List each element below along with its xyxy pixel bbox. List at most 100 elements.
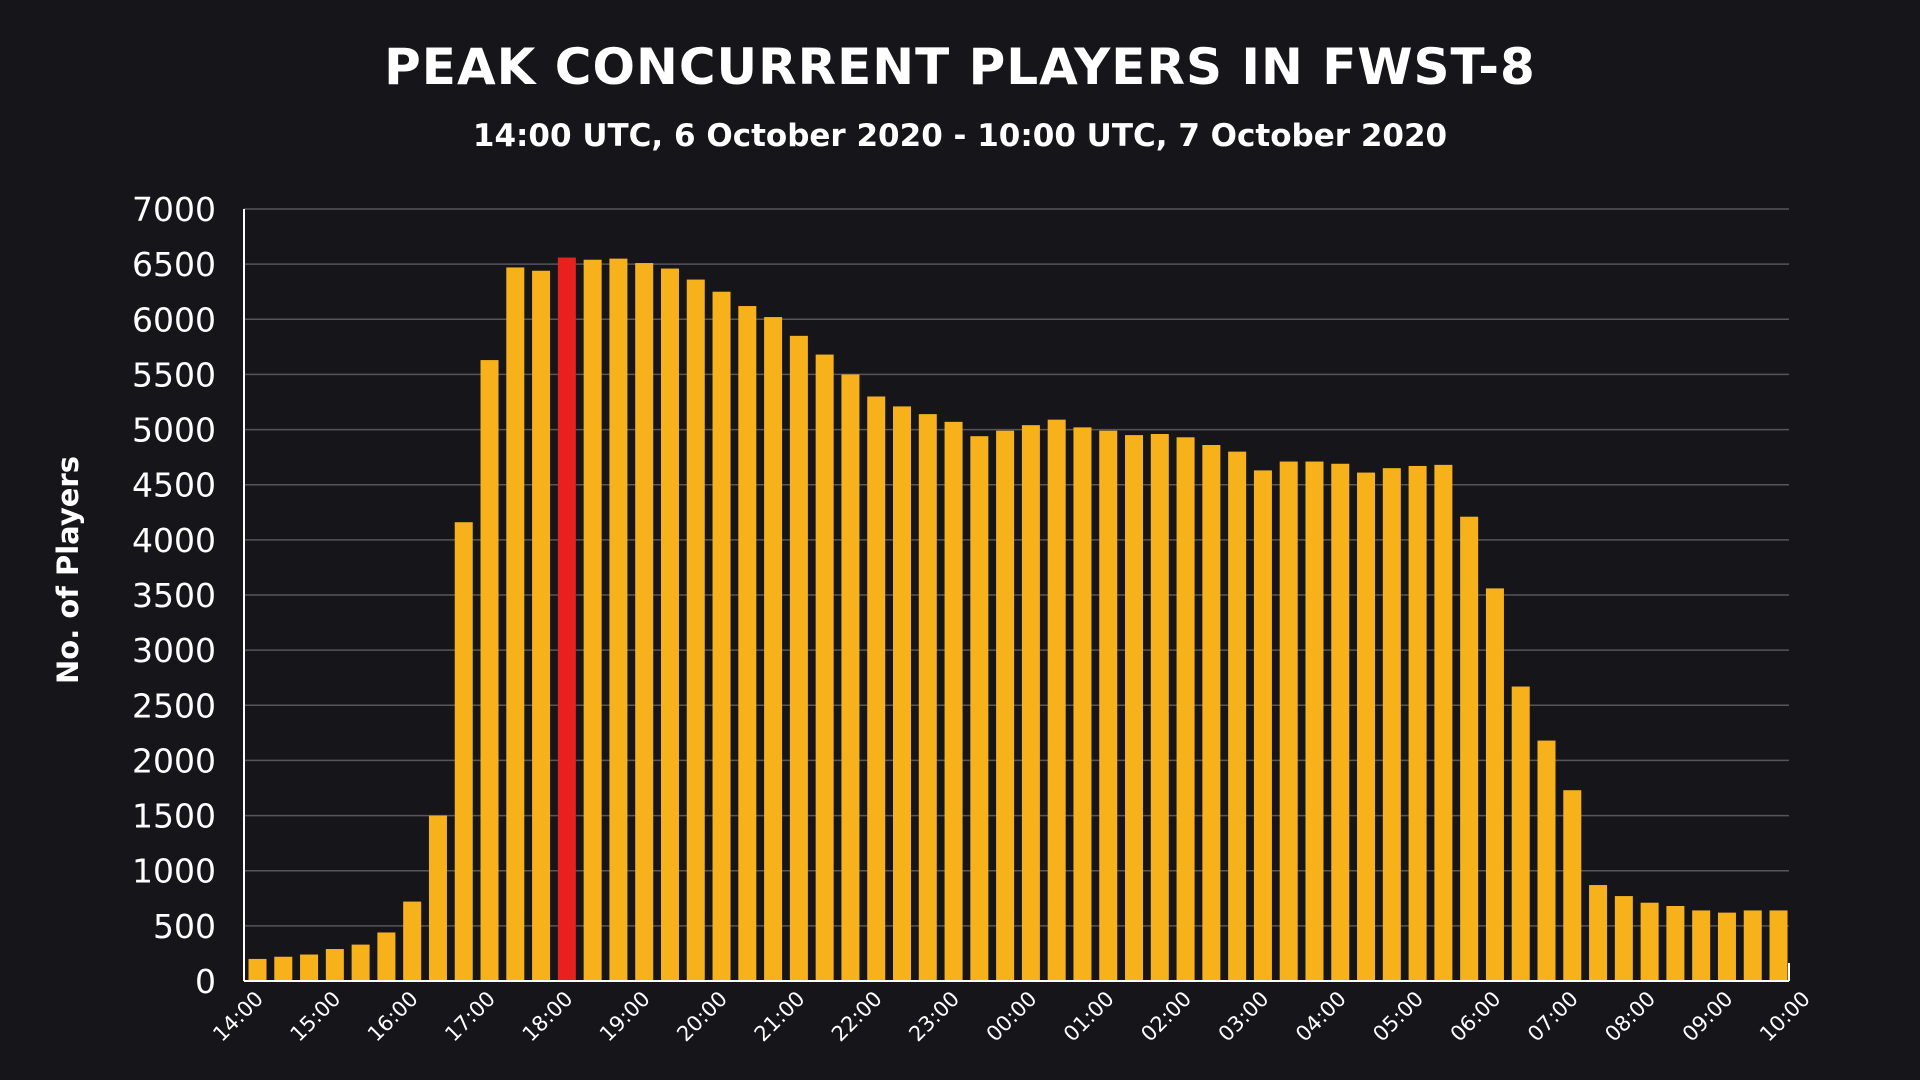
bar xyxy=(1692,910,1711,981)
bar xyxy=(1769,910,1788,981)
bar xyxy=(1563,790,1582,981)
bar xyxy=(454,522,473,981)
bar xyxy=(944,421,963,982)
x-tick-label: 17:00 xyxy=(440,987,500,1047)
bar xyxy=(583,259,602,982)
bar xyxy=(1073,427,1092,981)
y-tick-label: 500 xyxy=(153,907,216,946)
x-tick-label: 18:00 xyxy=(518,987,578,1047)
y-tick-label: 1000 xyxy=(132,852,216,891)
x-tick-label: 20:00 xyxy=(672,987,732,1047)
bar xyxy=(815,354,834,982)
x-tick-label: 03:00 xyxy=(1214,987,1274,1047)
bar xyxy=(996,430,1015,981)
bar xyxy=(1228,451,1247,981)
bar xyxy=(1485,588,1504,981)
y-tick-label: 2500 xyxy=(132,686,216,725)
x-tick-label: 06:00 xyxy=(1446,987,1506,1047)
bar xyxy=(686,279,705,982)
bar xyxy=(635,263,654,981)
x-tick-label: 04:00 xyxy=(1291,987,1351,1047)
bar xyxy=(274,956,293,981)
chart-subtitle: 14:00 UTC, 6 October 2020 - 10:00 UTC, 7… xyxy=(472,118,1448,154)
bar xyxy=(1743,910,1762,981)
bar xyxy=(1021,425,1040,981)
x-tick-label: 09:00 xyxy=(1678,987,1738,1047)
bar xyxy=(403,901,422,981)
bar xyxy=(893,406,911,981)
y-tick-label: 3500 xyxy=(132,576,216,615)
y-tick-label: 2000 xyxy=(132,741,216,780)
bar xyxy=(480,360,499,982)
x-tick-label: 02:00 xyxy=(1136,987,1196,1047)
bar xyxy=(351,944,370,981)
chart-title: PEAK CONCURRENT PLAYERS IN FWST-8 xyxy=(384,38,1536,96)
y-tick-label: 6000 xyxy=(132,300,216,339)
bar xyxy=(1176,437,1195,981)
bar xyxy=(1305,461,1324,981)
x-tick-label: 14:00 xyxy=(208,987,268,1047)
bar xyxy=(325,949,344,981)
x-tick-label: 15:00 xyxy=(286,987,346,1047)
bar xyxy=(970,436,989,981)
y-tick-label: 1500 xyxy=(132,797,216,836)
bar xyxy=(1099,430,1118,981)
x-tick-label: 16:00 xyxy=(363,987,423,1047)
bar xyxy=(609,258,628,981)
bar xyxy=(1382,468,1401,981)
x-tick-label: 07:00 xyxy=(1523,987,1583,1047)
y-tick-label: 3000 xyxy=(132,631,216,670)
x-tick-label: 21:00 xyxy=(750,987,810,1047)
y-tick-label: 6500 xyxy=(132,245,216,284)
bar xyxy=(1434,464,1453,981)
bar xyxy=(1047,419,1066,981)
bar xyxy=(1460,516,1479,981)
bar xyxy=(300,954,319,981)
x-tick-label: 08:00 xyxy=(1600,987,1660,1047)
bar xyxy=(248,958,267,981)
bar xyxy=(377,932,396,981)
bar-peak xyxy=(557,257,576,981)
bar xyxy=(738,306,757,981)
bar xyxy=(1357,472,1376,981)
bar xyxy=(506,267,525,981)
bar xyxy=(1717,912,1736,981)
x-tick-label: 05:00 xyxy=(1368,987,1428,1047)
bar xyxy=(1125,435,1144,982)
bar xyxy=(1331,463,1350,981)
x-tick-label: 01:00 xyxy=(1059,987,1119,1047)
bar xyxy=(1202,445,1221,981)
bar xyxy=(1408,465,1427,982)
bar xyxy=(1614,896,1633,981)
x-tick-label: 10:00 xyxy=(1755,987,1815,1047)
bar xyxy=(428,815,447,981)
bar xyxy=(1279,461,1298,981)
bar xyxy=(712,291,731,982)
y-tick-label: 4000 xyxy=(132,521,216,560)
bar xyxy=(1640,902,1659,981)
x-tick-label: 00:00 xyxy=(982,987,1042,1047)
bar xyxy=(1589,885,1608,981)
y-tick-label: 7000 xyxy=(132,190,216,229)
y-tick-label: 5500 xyxy=(132,355,216,394)
bar xyxy=(532,270,551,981)
bar xyxy=(867,396,886,981)
bar xyxy=(1511,686,1530,981)
bar xyxy=(1537,740,1556,981)
bar xyxy=(1253,470,1272,981)
bar xyxy=(789,335,808,982)
bar xyxy=(841,374,860,981)
x-tick-label: 19:00 xyxy=(595,987,655,1047)
bar xyxy=(1150,433,1169,982)
x-tick-label: 22:00 xyxy=(827,987,887,1047)
x-tick-label: 23:00 xyxy=(904,987,964,1047)
y-axis-label: No. of Players xyxy=(51,456,85,684)
bar xyxy=(1666,906,1685,981)
y-tick-label: 4500 xyxy=(132,466,216,505)
y-tick-label: 5000 xyxy=(132,411,216,450)
bar xyxy=(764,317,783,982)
bar xyxy=(660,268,679,981)
y-tick-label: 0 xyxy=(195,962,216,1001)
bar xyxy=(918,414,937,981)
